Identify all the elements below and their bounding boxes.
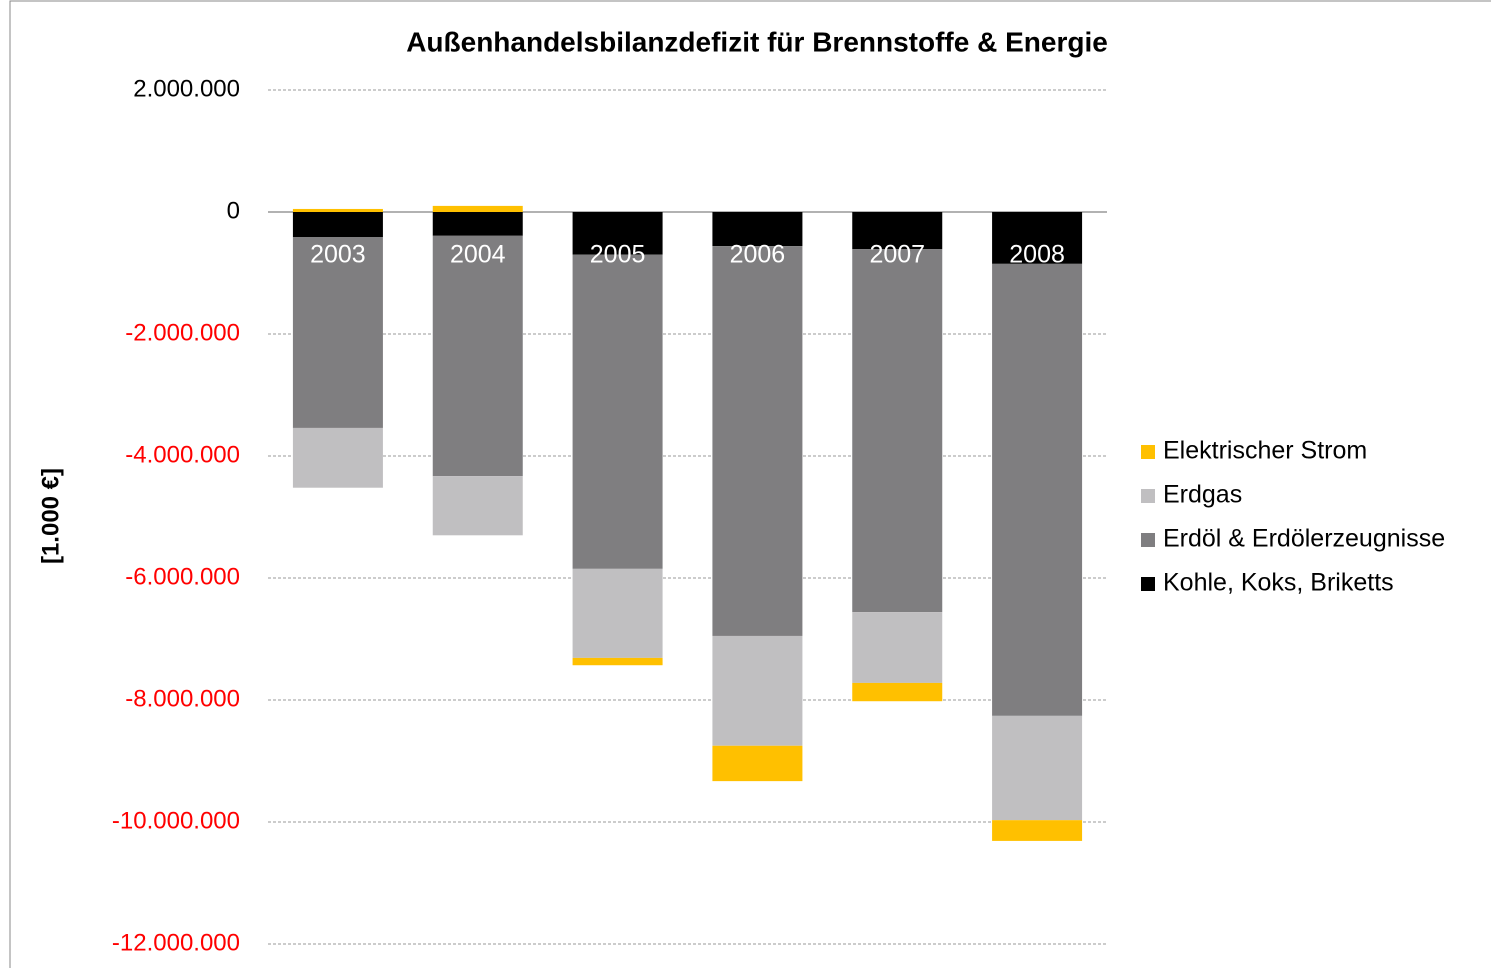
bar-segment — [712, 745, 803, 782]
legend-swatch — [1141, 577, 1155, 591]
y-tick-label: -8.000.000 — [125, 685, 240, 712]
x-tick-label: 2007 — [869, 241, 925, 269]
y-tick-label: -2.000.000 — [125, 319, 240, 346]
legend-label: Elektrischer Strom — [1163, 437, 1367, 465]
bar-segment — [292, 237, 383, 428]
legend-label: Erdgas — [1163, 481, 1242, 509]
bar-segment — [432, 235, 523, 477]
bar-segment — [572, 212, 663, 255]
legend-label: Kohle, Koks, Briketts — [1163, 569, 1394, 597]
legend-swatch — [1141, 489, 1155, 503]
bar-segment — [292, 212, 383, 238]
bar-segment — [572, 657, 663, 666]
legend-swatch — [1141, 445, 1155, 459]
bar-segment — [852, 249, 943, 613]
bar-segment — [432, 205, 523, 212]
chart-title: Außenhandelsbilanzdefizit für Brennstoff… — [406, 26, 1108, 57]
bar-segment — [852, 682, 943, 702]
chart-frame — [9, 0, 1491, 968]
bar-segment — [712, 212, 803, 247]
y-tick-label: -6.000.000 — [125, 563, 240, 590]
bar-segment — [292, 427, 383, 488]
y-tick-label: -10.000.000 — [112, 807, 240, 834]
y-tick-label: -4.000.000 — [125, 441, 240, 468]
legend-label: Erdöl & Erdölerzeugnisse — [1163, 525, 1445, 553]
y-tick-label: 2.000.000 — [133, 75, 240, 102]
bar-segment — [572, 568, 663, 658]
x-tick-label: 2006 — [730, 241, 786, 269]
bar-segment — [852, 612, 943, 683]
y-tick-label: 0 — [227, 197, 240, 224]
legend-swatch — [1141, 533, 1155, 547]
x-tick-label: 2003 — [310, 241, 366, 269]
bar-segment — [992, 715, 1083, 821]
bar-segment — [292, 208, 383, 212]
bar-segment — [712, 635, 803, 746]
x-tick-label: 2008 — [1009, 241, 1065, 269]
bar-segment — [432, 476, 523, 536]
y-axis-label: [1.000 €] — [37, 468, 64, 564]
bar-segment — [852, 212, 943, 250]
y-tick-label: -12.000.000 — [112, 929, 240, 956]
x-tick-label: 2005 — [590, 241, 646, 269]
bar-segment — [432, 212, 523, 236]
bar-segment — [992, 212, 1083, 264]
bar-segment — [572, 254, 663, 569]
bar-segment — [712, 246, 803, 636]
bar-segment — [992, 263, 1083, 716]
bar-segment — [992, 820, 1083, 841]
x-tick-label: 2004 — [450, 241, 506, 269]
